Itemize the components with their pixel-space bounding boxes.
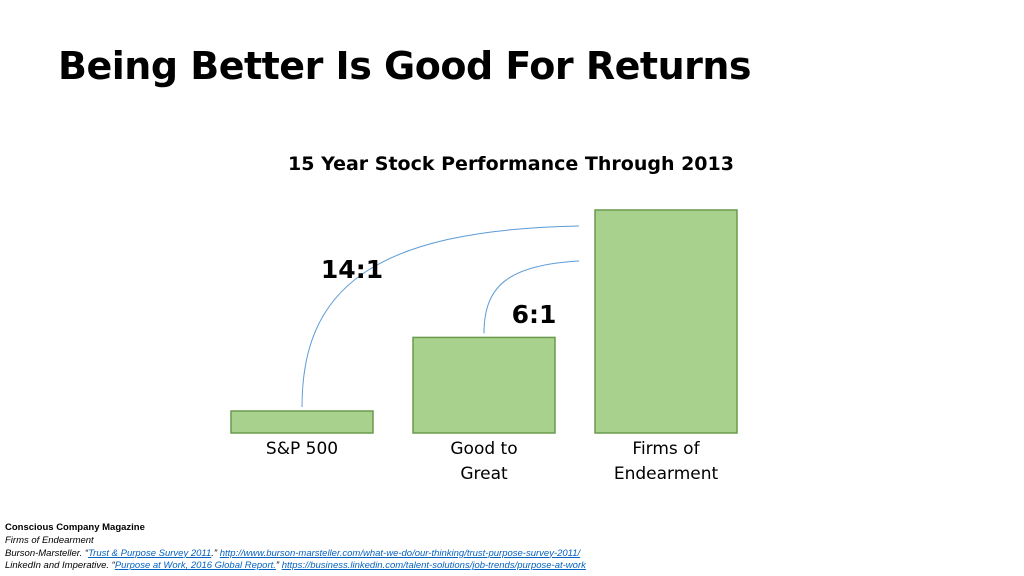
- stock-performance-chart: 15 Year Stock Performance Through 2013 S…: [230, 153, 738, 484]
- ratio-label-1: 6:1: [512, 300, 557, 329]
- chart-title: 15 Year Stock Performance Through 2013: [288, 153, 734, 175]
- source-text: Burson-Marsteller. “: [5, 547, 89, 559]
- category-label-0-0: S&P 500: [266, 439, 338, 459]
- source-text: .”: [211, 547, 220, 559]
- bar-2: [594, 209, 738, 434]
- connectors-layer: [301, 225, 580, 408]
- category-label-2-1: Endearment: [614, 464, 719, 484]
- source-line-1: Firms of Endearment: [5, 535, 586, 548]
- source-link[interactable]: Trust & Purpose Survey 2011: [88, 547, 212, 559]
- labels-layer: S&P 500 Good to Great Firms of Endearment 14:…: [266, 255, 719, 484]
- slide-title: Being Better Is Good For Returns: [58, 44, 752, 88]
- source-line-2: Burson-Marsteller. “Trust & Purpose Surv…: [5, 548, 586, 561]
- source-text: Firms of Endearment: [5, 534, 94, 546]
- bar-1: [412, 336, 556, 434]
- source-line-3: LinkedIn and Imperative. “Purpose at Wor…: [5, 560, 586, 573]
- source-link[interactable]: https://business.linkedin.com/talent-sol…: [281, 560, 586, 572]
- sources-footnote: Conscious Company Magazine Firms of Endea…: [5, 522, 586, 573]
- bars-layer: [230, 209, 738, 434]
- ratio-label-0: 14:1: [321, 255, 383, 284]
- category-label-1-0: Good to: [450, 439, 517, 459]
- source-text: Conscious Company Magazine: [5, 522, 145, 533]
- source-text: LinkedIn and Imperative. “: [5, 560, 115, 572]
- source-link[interactable]: Purpose at Work, 2016 Global Report.: [114, 560, 276, 572]
- source-line-0: Conscious Company Magazine: [5, 522, 586, 535]
- source-link[interactable]: http://www.burson-marsteller.com/what-we…: [219, 547, 581, 559]
- ratio-connector-1: [483, 260, 580, 334]
- bar-0: [230, 410, 374, 434]
- category-label-2-0: Firms of: [632, 439, 700, 459]
- category-label-1-1: Great: [460, 464, 508, 484]
- ratio-connector-0: [301, 225, 580, 408]
- source-text: ”: [275, 560, 282, 572]
